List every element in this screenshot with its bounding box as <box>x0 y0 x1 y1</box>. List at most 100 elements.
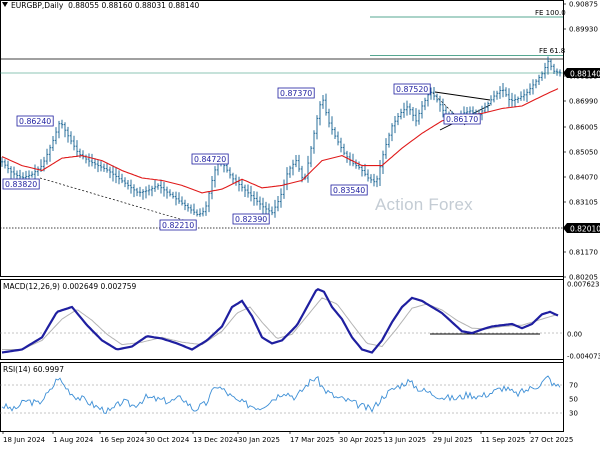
price-tick-label: 0.81170 <box>569 249 598 257</box>
price-bar <box>327 108 331 128</box>
price-bar <box>309 146 313 168</box>
pivot-labels: 0.83820 0.86240 0.82210 0.84720 0.82390 0.873… <box>2 83 481 231</box>
y-axis-price: 0.908750.899300.881350.869900.860050.850… <box>563 1 598 282</box>
price-bar <box>156 183 160 190</box>
price-bar <box>513 94 517 108</box>
x-tick-label: 11 Sep 2025 <box>481 436 525 444</box>
price-bar <box>255 191 259 206</box>
price-bar <box>438 95 442 112</box>
price-bar <box>48 144 52 162</box>
pivot-label: 0.84720 <box>191 153 229 165</box>
price-bar <box>528 83 532 96</box>
last-price-text: 0.88140 <box>570 70 600 79</box>
svg-text:0.84720: 0.84720 <box>194 155 226 164</box>
price-bar <box>549 58 553 71</box>
price-bar <box>417 109 421 125</box>
price-bar <box>72 135 76 151</box>
price-bar <box>198 208 202 217</box>
rsi-panel-frame <box>0 362 564 432</box>
price-bar <box>144 186 148 199</box>
price-bar <box>99 161 103 172</box>
price-bar <box>372 173 376 187</box>
price-bar <box>351 153 355 167</box>
x-tick-label: 1 Aug 2024 <box>53 436 94 444</box>
price-bar <box>357 161 361 170</box>
fe-100-label: FE 100.0 <box>535 9 566 17</box>
price-bar <box>333 127 337 139</box>
price-bar <box>336 131 340 146</box>
price-bar <box>252 191 256 206</box>
rsi-line <box>1 375 561 415</box>
price-bar <box>546 56 550 75</box>
svg-text:0.82210: 0.82210 <box>162 221 194 230</box>
price-bar <box>519 91 523 101</box>
svg-text:0.82390: 0.82390 <box>235 215 267 224</box>
price-bar <box>423 97 427 111</box>
price-bar <box>51 136 55 151</box>
pivot-label: 0.86170 <box>443 113 481 125</box>
price-bar <box>153 180 157 192</box>
price-bar <box>30 171 34 178</box>
price-bar <box>495 90 499 100</box>
price-bar <box>279 188 283 208</box>
macd-tick-label: 0.00 <box>567 331 582 339</box>
svg-text:0.87370: 0.87370 <box>280 89 312 98</box>
macd-tick-label: -0.004073 <box>567 353 600 361</box>
price-bar <box>435 93 439 103</box>
price-bar <box>45 148 49 165</box>
price-bar <box>246 184 250 198</box>
price-bar <box>138 186 142 197</box>
price-bar <box>213 166 217 188</box>
price-bar <box>90 153 94 167</box>
price-tick-label: 0.85050 <box>569 149 598 157</box>
price-bar <box>273 199 277 218</box>
price-bar <box>258 196 262 210</box>
pivot-label: 0.82210 <box>159 219 197 231</box>
price-bar <box>558 69 562 77</box>
last-price-tag: 0.88140 <box>563 68 600 79</box>
price-bar <box>408 103 412 115</box>
price-bar <box>288 165 292 178</box>
rsi-title: RSI(14) 60.9997 <box>3 365 64 374</box>
svg-text:0.86240: 0.86240 <box>19 117 51 126</box>
price-bar <box>387 132 391 148</box>
price-bar <box>330 116 334 135</box>
price-bar <box>354 159 358 169</box>
price-bar <box>195 209 199 217</box>
price-bar <box>390 123 394 142</box>
price-bar <box>402 102 406 118</box>
price-bar <box>270 206 274 216</box>
price-bar <box>132 184 136 198</box>
price-tick-label: 0.86990 <box>569 98 598 106</box>
pivot-label: 0.87370 <box>277 87 315 99</box>
price-bar <box>393 115 397 134</box>
ohlc-values: 0.88055 0.88160 0.88031 0.88140 <box>68 1 200 10</box>
svg-text:0.86170: 0.86170 <box>446 115 478 124</box>
price-bar <box>123 177 127 188</box>
support-price-text: 0.82010 <box>570 225 600 234</box>
symbol-name: EURGBP,Daily <box>11 1 64 10</box>
price-bar <box>108 166 112 179</box>
price-bar <box>93 158 97 169</box>
x-tick-label: 16 Sep 2024 <box>100 436 145 444</box>
price-bar <box>174 191 178 206</box>
price-bar <box>225 163 229 173</box>
price-bar <box>12 166 16 179</box>
price-bar <box>234 174 238 186</box>
x-axis: 18 Jun 2024 1 Aug 2024 16 Sep 2024 30 Oct 2… <box>2 431 573 444</box>
price-bar <box>102 163 106 172</box>
price-tick-label: 0.84070 <box>569 174 598 182</box>
price-bar <box>414 108 418 127</box>
rsi-tick-label: 50 <box>569 396 578 404</box>
price-bar <box>498 86 502 99</box>
price-bar <box>276 195 280 212</box>
x-tick-label: 18 Jun 2024 <box>3 436 46 444</box>
price-bar <box>243 184 247 197</box>
price-bar <box>237 176 241 192</box>
price-panel-frame <box>0 0 564 277</box>
collapse-triangle-icon <box>2 2 8 7</box>
price-bar <box>36 166 40 177</box>
price-bar <box>441 98 445 118</box>
price-bar <box>126 180 130 190</box>
price-bar <box>135 187 139 197</box>
